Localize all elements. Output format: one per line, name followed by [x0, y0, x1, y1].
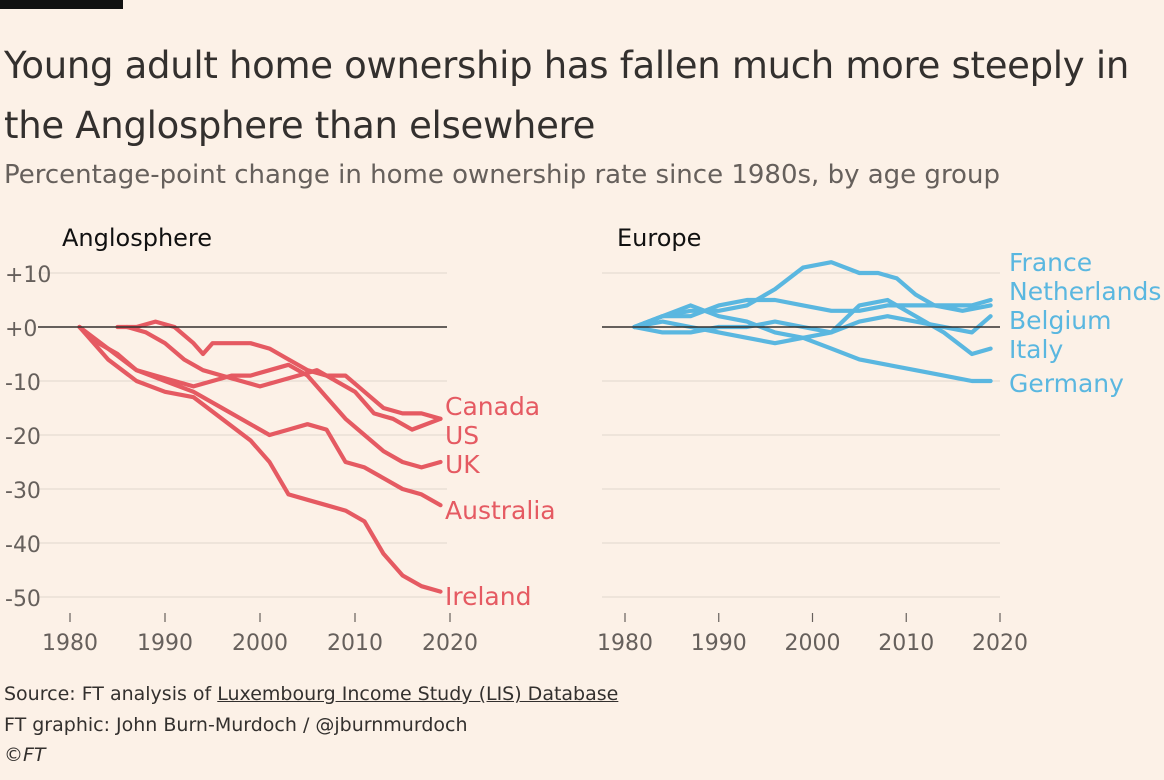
series-label-uk: UK — [445, 450, 480, 479]
x-tick-label: 1990 — [137, 631, 193, 656]
chart-subtitle: Percentage-point change in home ownershi… — [4, 160, 1000, 190]
source-prefix: Source: FT analysis of — [4, 683, 218, 705]
y-tick-label: -20 — [5, 425, 41, 450]
series-label-italy: Italy — [1009, 335, 1063, 364]
y-tick-label: -30 — [5, 479, 41, 504]
y-tick-label: +0 — [5, 317, 37, 342]
copyright: ©FT — [4, 744, 46, 766]
series-line-germany — [632, 303, 993, 384]
chart-title: Young adult home ownership has fallen mu… — [4, 44, 1129, 147]
x-tick-label: 2020 — [422, 631, 478, 656]
series-label-australia: Australia — [445, 496, 556, 525]
source-link[interactable]: Luxembourg Income Study (LIS) Database — [217, 683, 619, 705]
x-tick-label: 2020 — [972, 631, 1028, 656]
series-label-canada: Canada — [445, 392, 540, 421]
panel-title: Europe — [617, 224, 701, 252]
series-line-us — [124, 324, 443, 432]
series-label-france: France — [1009, 248, 1092, 277]
x-tick-label: 1980 — [42, 631, 98, 656]
x-tick-label: 2000 — [232, 631, 288, 656]
y-tick-label: -40 — [5, 533, 41, 558]
series-label-ireland: Ireland — [445, 582, 531, 611]
y-tick-label: -10 — [5, 371, 41, 396]
series-label-us: US — [445, 421, 479, 450]
series-line-australia — [77, 324, 443, 508]
graphic-credit: FT graphic: John Burn-Murdoch / @jburnmu… — [4, 714, 468, 736]
x-tick-label: 1990 — [691, 631, 747, 656]
series-line-belgium — [632, 314, 993, 335]
x-tick-label: 2000 — [785, 631, 841, 656]
ft-top-bar — [0, 0, 123, 9]
y-tick-label: +10 — [5, 263, 51, 288]
series-line-netherlands — [632, 297, 993, 330]
x-tick-label: 1980 — [597, 631, 653, 656]
panel-title: Anglosphere — [62, 224, 212, 252]
series-label-germany: Germany — [1009, 369, 1124, 398]
y-tick-label: -50 — [5, 587, 41, 612]
series-line-canada — [115, 319, 443, 421]
source-line: Source: FT analysis of Luxembourg Income… — [4, 683, 618, 705]
x-tick-label: 2010 — [878, 631, 934, 656]
panel-europe: Europe 1980 1990 2000 2010 2020 FranceNetherla… — [597, 224, 1161, 656]
series-line-italy — [632, 297, 993, 357]
series-label-belgium: Belgium — [1009, 306, 1112, 335]
series-label-netherlands: Netherlands — [1009, 277, 1161, 306]
series-line-ireland — [77, 324, 443, 594]
x-tick-label: 2010 — [327, 631, 383, 656]
